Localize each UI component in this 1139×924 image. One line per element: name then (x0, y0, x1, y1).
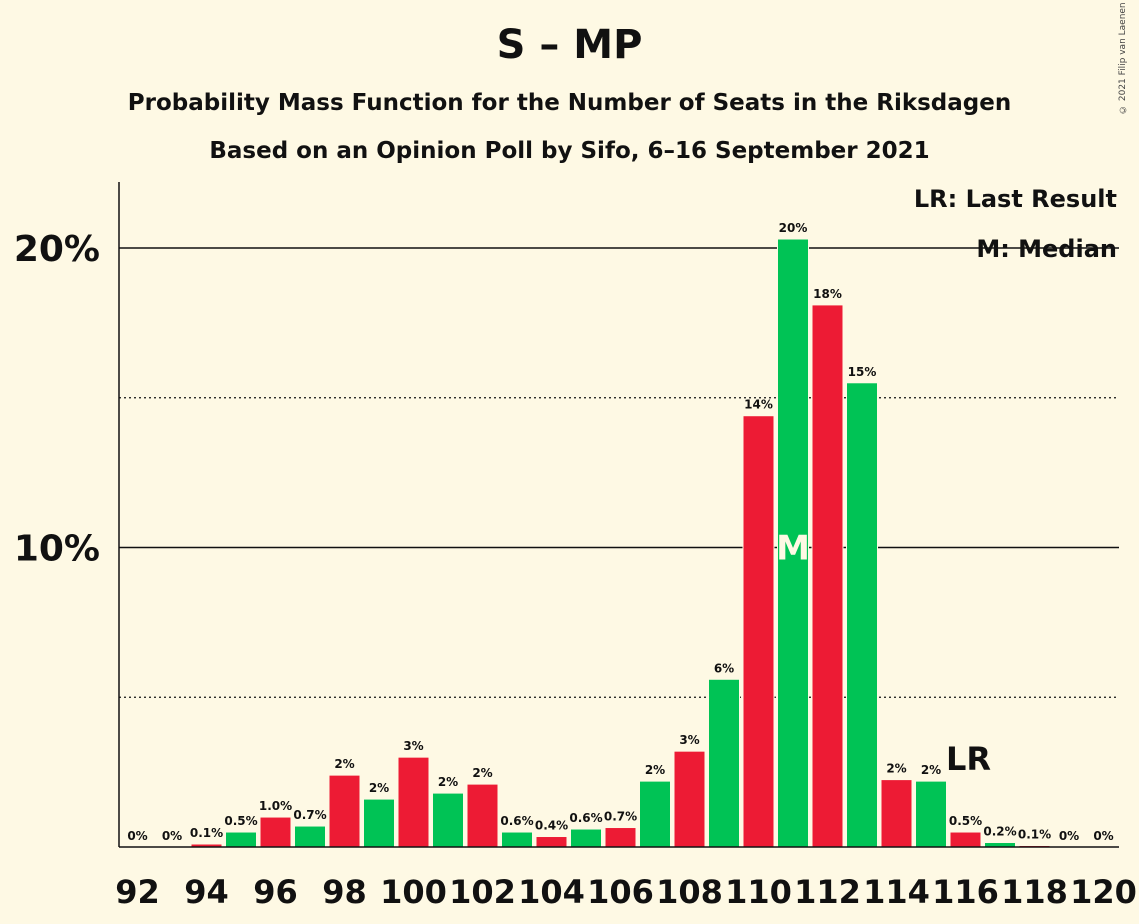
legend-last-result: LR: Last Result (913, 185, 1117, 213)
legend-median: M: Median (976, 235, 1117, 263)
x-tick-label: 106 (587, 873, 654, 911)
bar (639, 780, 671, 848)
bar (708, 678, 740, 848)
bar (501, 831, 533, 848)
x-tick-label: 96 (253, 873, 298, 911)
x-tick-label: 118 (1001, 873, 1068, 911)
median-marker: M (776, 529, 810, 569)
x-tick-label: 102 (449, 873, 516, 911)
y-tick-labels: 10% 20% (14, 229, 100, 570)
bar-labels: 0% 0% 0.1%0.5%1.0%0.7%2%2%3%2%2%0.6% 0.4%0.… (127, 221, 1113, 843)
bar (811, 304, 844, 848)
bar-value-label: 0.5% (224, 814, 257, 828)
bar-value-label: 6% (714, 661, 734, 675)
x-tick-label: 110 (725, 873, 792, 911)
bar (777, 238, 809, 848)
bar-value-label: 0.2% (983, 825, 1016, 839)
bar-value-label: 0.6% (500, 814, 533, 828)
bar-value-label: 0% (1059, 829, 1079, 843)
x-tick-labels: 92 94 96 98 100 102 104 106 108 110 112 114 116 118 12… (115, 873, 1137, 911)
bar (949, 831, 982, 848)
bar (432, 792, 464, 848)
bar-value-label: 0.1% (1018, 828, 1051, 842)
y-tick-label: 20% (14, 229, 100, 270)
chart-subtitle-2: Based on an Opinion Poll by Sifo, 6–16 S… (209, 138, 930, 164)
x-tick-label: 98 (322, 873, 367, 911)
bar-value-label: 15% (848, 365, 877, 379)
x-tick-label: 100 (380, 873, 447, 911)
bar (259, 816, 292, 848)
gridlines (119, 247, 1119, 698)
bar (397, 756, 430, 848)
bar-value-label: 0.1% (190, 826, 223, 840)
bar-value-label: 2% (472, 766, 492, 780)
bars (190, 238, 1051, 848)
bar (225, 831, 257, 848)
bar (570, 828, 602, 848)
x-tick-label: 92 (115, 873, 160, 911)
chart-title: S – MP (496, 22, 643, 68)
bar (466, 783, 499, 848)
bar-value-label: 0.7% (604, 810, 637, 824)
bar-value-label: 0.7% (293, 808, 326, 822)
bar-value-label: 2% (886, 762, 906, 776)
bar (535, 836, 568, 848)
bar-value-label: 2% (334, 757, 354, 771)
bar-value-label: 3% (403, 739, 423, 753)
bar-value-label: 18% (813, 287, 842, 301)
y-tick-label: 10% (14, 529, 100, 570)
bar (328, 774, 361, 848)
x-tick-label: 120 (1070, 873, 1137, 911)
x-tick-label: 104 (518, 873, 585, 911)
x-tick-label: 116 (932, 873, 999, 911)
bar-value-label: 0.4% (535, 819, 568, 833)
bar-value-label: 3% (679, 733, 699, 747)
bar-value-label: 0% (1093, 829, 1113, 843)
bar-value-label: 20% (779, 221, 808, 235)
bar-value-label: 0.5% (949, 814, 982, 828)
bar (915, 780, 947, 848)
bar (742, 415, 775, 848)
bar-value-label: 2% (921, 763, 941, 777)
x-tick-label: 112 (794, 873, 861, 911)
bar (294, 825, 326, 848)
bar-value-label: 1.0% (259, 799, 292, 813)
x-tick-label: 114 (863, 873, 930, 911)
bar-value-label: 0% (162, 829, 182, 843)
bar-value-label: 2% (369, 781, 389, 795)
bar-value-label: 0.6% (569, 811, 602, 825)
bar (673, 750, 706, 848)
bar-value-label: 0% (127, 829, 147, 843)
last-result-marker: LR (946, 740, 991, 778)
chart-subtitle-1: Probability Mass Function for the Number… (127, 90, 1012, 116)
x-tick-label: 94 (184, 873, 229, 911)
x-tick-label: 108 (656, 873, 723, 911)
bar (846, 382, 878, 848)
markers: M LR (776, 529, 991, 779)
bar-value-label: 2% (438, 775, 458, 789)
bar-value-label: 2% (645, 763, 665, 777)
bar (604, 827, 637, 848)
bar (363, 798, 395, 848)
bar-value-label: 14% (744, 398, 773, 412)
bar (880, 779, 913, 848)
